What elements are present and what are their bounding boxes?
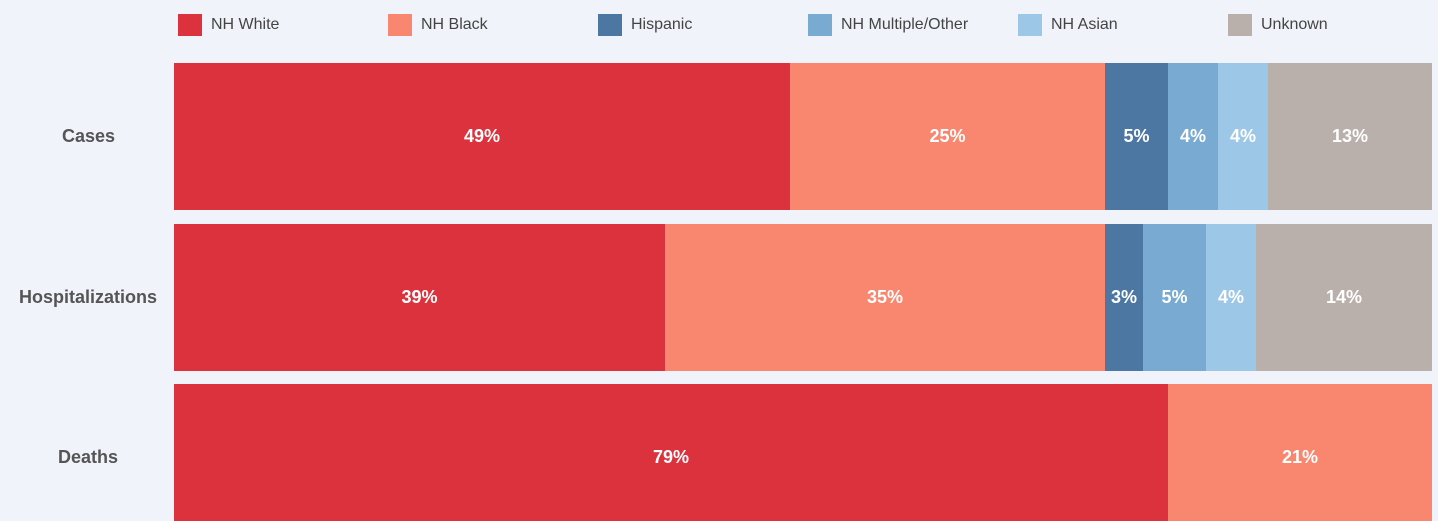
legend-label: Hispanic [631, 16, 693, 33]
legend-item-nh-multiple-other[interactable]: NH Multiple/Other [808, 14, 968, 36]
legend-swatch [178, 14, 202, 36]
bar-segment-deaths-nh-black[interactable]: 21% [1168, 384, 1432, 521]
data-label: 4% [1179, 126, 1206, 146]
legend-item-hispanic[interactable]: Hispanic [598, 14, 692, 36]
data-label: 25% [929, 126, 966, 146]
data-label: 4% [1217, 287, 1244, 307]
legend-swatch [1018, 14, 1042, 36]
legend-item-unknown[interactable]: Unknown [1228, 14, 1328, 36]
data-label: 39% [401, 287, 438, 307]
legend-item-nh-white[interactable]: NH White [178, 14, 279, 36]
bar-segment-hospitalizations-unknown[interactable]: 14% [1256, 224, 1432, 371]
bar-segment-hospitalizations-nh-multiple-other[interactable]: 5% [1143, 224, 1206, 371]
legend-item-nh-asian[interactable]: NH Asian [1018, 14, 1118, 36]
legend-swatch [808, 14, 832, 36]
data-label: 5% [1161, 287, 1188, 307]
legend-swatch [598, 14, 622, 36]
legend-swatch [388, 14, 412, 36]
bar-segment-cases-nh-asian[interactable]: 4% [1218, 63, 1268, 210]
legend-swatch [1228, 14, 1252, 36]
legend-label: NH Multiple/Other [841, 16, 969, 33]
bar-segment-cases-unknown[interactable]: 13% [1268, 63, 1432, 210]
data-label: 49% [463, 126, 501, 146]
category-label-hospitalizations: Hospitalizations [19, 287, 158, 307]
data-label: 21% [1281, 447, 1319, 467]
data-label: 35% [866, 287, 904, 307]
bar-segment-hospitalizations-hispanic[interactable]: 3% [1105, 224, 1143, 371]
legend-label: Unknown [1261, 16, 1328, 33]
category-label-deaths: Deaths [58, 447, 119, 467]
legend-item-nh-black[interactable]: NH Black [388, 14, 488, 36]
bar-segment-cases-nh-multiple-other[interactable]: 4% [1168, 63, 1218, 210]
legend-label: NH Asian [1051, 16, 1118, 33]
bar-segment-cases-hispanic[interactable]: 5% [1105, 63, 1168, 210]
data-label: 14% [1325, 287, 1363, 307]
data-label: 13% [1331, 126, 1369, 146]
data-label: 3% [1110, 287, 1137, 307]
data-label: 5% [1123, 126, 1150, 146]
category-label-cases: Cases [62, 126, 116, 146]
data-label: 79% [652, 447, 690, 467]
bar-segment-cases-nh-black[interactable]: 25% [790, 63, 1105, 210]
legend-label: NH Black [421, 16, 488, 33]
bar-segment-cases-nh-white[interactable]: 49% [174, 63, 790, 210]
bar-segment-hospitalizations-nh-black[interactable]: 35% [665, 224, 1105, 371]
data-label: 4% [1229, 126, 1256, 146]
legend-label: NH White [211, 16, 280, 33]
bar-segment-hospitalizations-nh-asian[interactable]: 4% [1206, 224, 1256, 371]
bar-segment-hospitalizations-nh-white[interactable]: 39% [174, 224, 665, 371]
bar-segment-deaths-nh-white[interactable]: 79% [174, 384, 1168, 521]
